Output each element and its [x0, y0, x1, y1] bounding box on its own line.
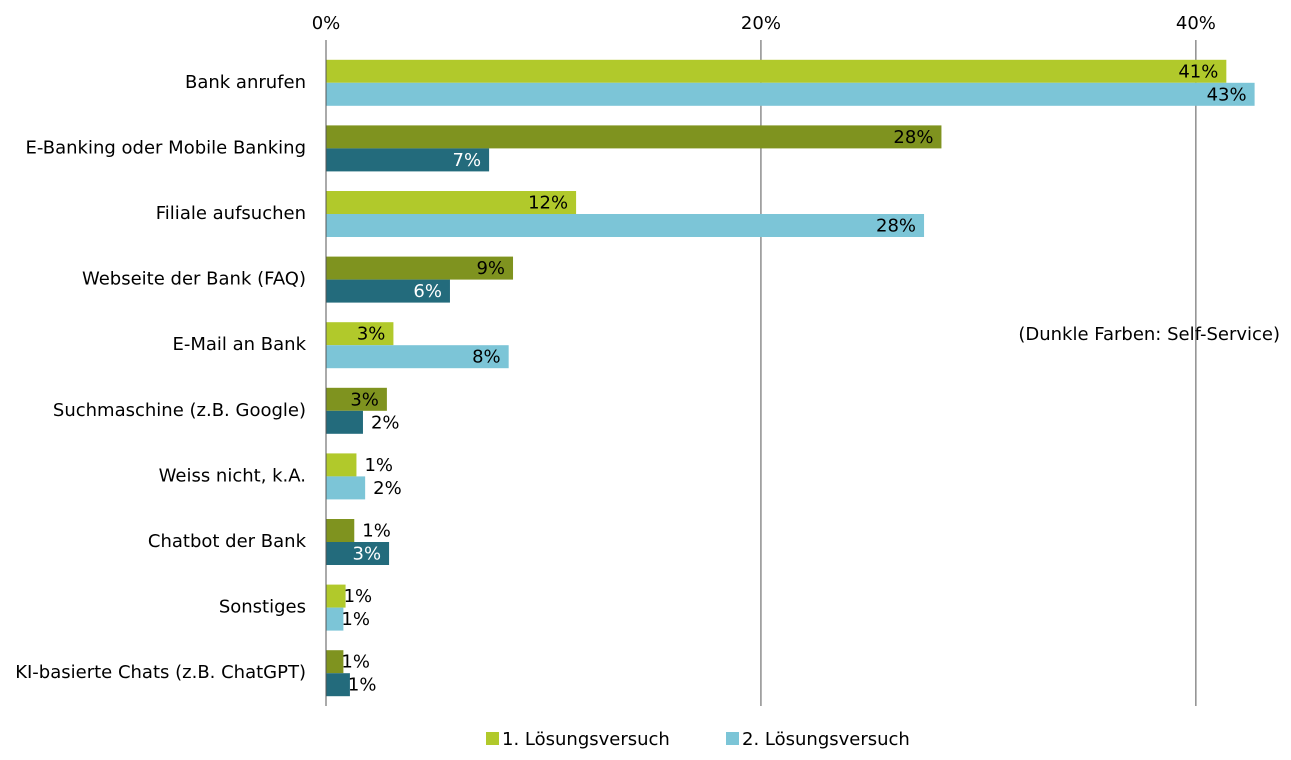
- bar: [326, 542, 390, 565]
- data-label: 1%: [341, 609, 370, 630]
- data-label: 3%: [353, 544, 382, 565]
- data-label: 1%: [348, 675, 377, 696]
- bar: [326, 584, 346, 608]
- data-label: 6%: [413, 281, 442, 302]
- bar: [326, 345, 509, 369]
- y-tick-label: Chatbot der Bank: [148, 531, 307, 552]
- data-label: 1%: [341, 652, 370, 673]
- data-label: 2%: [371, 412, 400, 433]
- bar: [326, 673, 350, 697]
- bar: [326, 650, 344, 674]
- x-tick-label: 0%: [312, 13, 341, 34]
- x-tick-label: 20%: [741, 13, 781, 34]
- data-label: 28%: [893, 127, 933, 148]
- y-tick-label: Weiss nicht, k.A.: [159, 465, 306, 486]
- data-label: 12%: [528, 193, 568, 214]
- legend-swatch: [486, 732, 499, 745]
- data-label: 1%: [344, 586, 373, 607]
- bar: [326, 148, 490, 172]
- data-label: 2%: [373, 478, 402, 499]
- y-tick-label: KI-basierte Chats (z.B. ChatGPT): [15, 662, 306, 683]
- data-label: 9%: [476, 258, 505, 279]
- data-label: 3%: [357, 324, 386, 345]
- bar: [326, 476, 366, 500]
- bar: [326, 387, 387, 411]
- bar: [326, 59, 1227, 83]
- legend-label: 2. Lösungsversuch: [742, 729, 910, 750]
- bar: [326, 214, 925, 237]
- legend-swatch: [726, 732, 739, 745]
- data-label: 41%: [1178, 61, 1218, 82]
- annotation: (Dunkle Farben: Self-Service): [1018, 324, 1280, 345]
- bar: [326, 410, 363, 434]
- bar: [326, 279, 450, 303]
- data-label: 28%: [876, 216, 916, 237]
- y-tick-label: E-Banking oder Mobile Banking: [26, 137, 306, 158]
- y-tick-label: Bank anrufen: [185, 72, 306, 93]
- data-label: 43%: [1207, 84, 1247, 105]
- bar: [326, 125, 942, 149]
- bar: [326, 453, 357, 477]
- data-label: 1%: [364, 455, 393, 476]
- y-tick-label: Filiale aufsuchen: [156, 203, 306, 224]
- bar: [326, 322, 394, 346]
- data-label: 8%: [472, 347, 501, 368]
- bar: [326, 82, 1255, 106]
- y-tick-label: Suchmaschine (z.B. Google): [53, 400, 306, 421]
- bar: [326, 256, 514, 280]
- bar: [326, 191, 577, 214]
- y-tick-label: Webseite der Bank (FAQ): [82, 269, 306, 290]
- data-label: 1%: [362, 521, 391, 542]
- x-tick-label: 40%: [1176, 13, 1216, 34]
- data-label: 3%: [350, 389, 379, 410]
- legend-label: 1. Lösungsversuch: [502, 729, 670, 750]
- bar: [326, 519, 355, 542]
- y-tick-label: E-Mail an Bank: [172, 334, 306, 355]
- bar: [326, 607, 344, 631]
- data-label: 7%: [453, 150, 482, 171]
- y-tick-label: Sonstiges: [219, 597, 306, 618]
